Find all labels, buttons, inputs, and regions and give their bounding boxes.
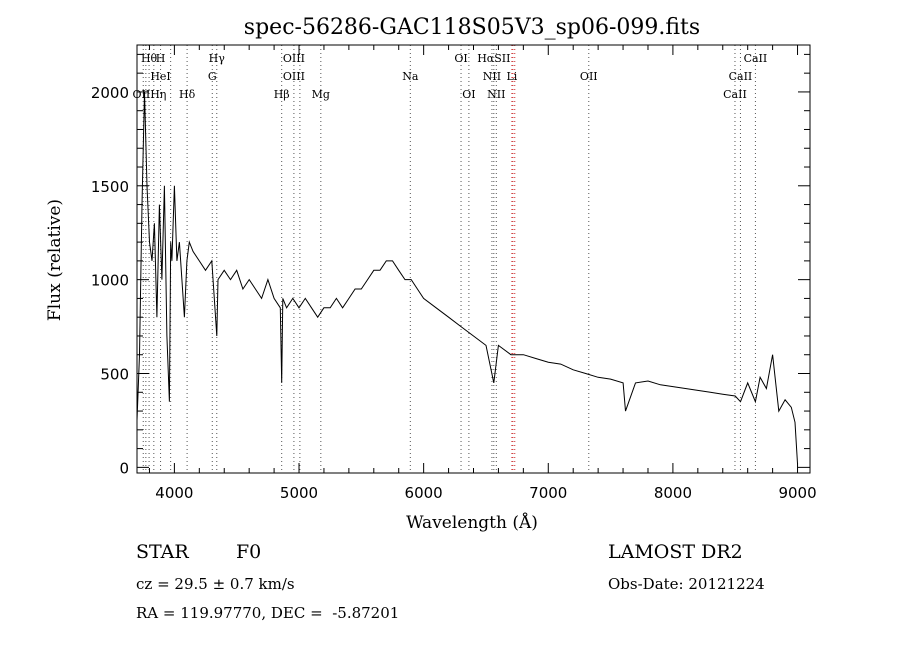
- class-label: STAR: [136, 541, 189, 563]
- chart-title: spec-56286-GAC118S05V3_sp06-099.fits: [244, 15, 700, 40]
- line-label-2: Hγ: [209, 52, 226, 65]
- y-axis: 0 500 1000 1500 2000: [91, 53, 810, 477]
- x-axis-label: Wavelength (Å): [406, 512, 538, 533]
- line-label-16: Hδ: [179, 88, 196, 101]
- obs-date-text: Obs-Date: 20121224: [608, 575, 765, 593]
- line-label-6: CaII: [744, 52, 768, 65]
- line-label-1: H: [156, 52, 166, 65]
- y-axis-label: Flux (relative): [45, 199, 65, 321]
- plot-frame: [136, 44, 811, 474]
- line-label-15: OIIHη: [133, 88, 167, 101]
- radec-text: RA = 119.97770, DEC = -5.87201: [136, 604, 400, 622]
- line-label-20: NII: [487, 88, 505, 101]
- spectral-marker-lines: [142, 45, 756, 473]
- line-label-12: Li: [506, 70, 517, 83]
- y-tick-label-1: 500: [100, 366, 129, 384]
- subclass-label: F0: [236, 541, 262, 563]
- line-label-13: OII: [580, 70, 598, 83]
- x-axis: 4000 5000 6000 7000 8000 9000: [148, 45, 817, 502]
- line-label-21: CaII: [723, 88, 747, 101]
- line-label-0: Hθ: [141, 52, 158, 65]
- line-label-17: Hβ: [274, 88, 290, 101]
- x-tick-label-2: 6000: [405, 484, 443, 502]
- line-label-7: HeI: [150, 70, 170, 83]
- line-label-18: Mg: [312, 88, 330, 101]
- y-tick-label-4: 2000: [91, 84, 129, 102]
- line-label-10: Na: [402, 70, 419, 83]
- line-label-3: OIII: [283, 52, 305, 65]
- redshift-text: cz = 29.5 ± 0.7 km/s: [136, 575, 295, 593]
- y-tick-label-2: 1000: [91, 272, 129, 290]
- x-tick-label-4: 8000: [654, 484, 692, 502]
- line-label-8: G: [208, 70, 217, 83]
- line-label-4: OI: [454, 52, 467, 65]
- x-tick-label-5: 9000: [778, 484, 816, 502]
- survey-label: LAMOST DR2: [608, 541, 743, 563]
- x-tick-label-1: 5000: [280, 484, 318, 502]
- y-tick-label-3: 1500: [91, 178, 129, 196]
- spectrum-line: [136, 91, 798, 464]
- x-tick-label-3: 7000: [529, 484, 567, 502]
- x-tick-label-0: 4000: [155, 484, 193, 502]
- line-label-5: HαSII: [477, 52, 510, 65]
- line-label-19: OI: [462, 88, 475, 101]
- y-tick-label-0: 0: [119, 459, 129, 477]
- line-label-11: NII: [483, 70, 501, 83]
- line-label-14: CaII: [729, 70, 753, 83]
- line-label-9: OIII: [283, 70, 305, 83]
